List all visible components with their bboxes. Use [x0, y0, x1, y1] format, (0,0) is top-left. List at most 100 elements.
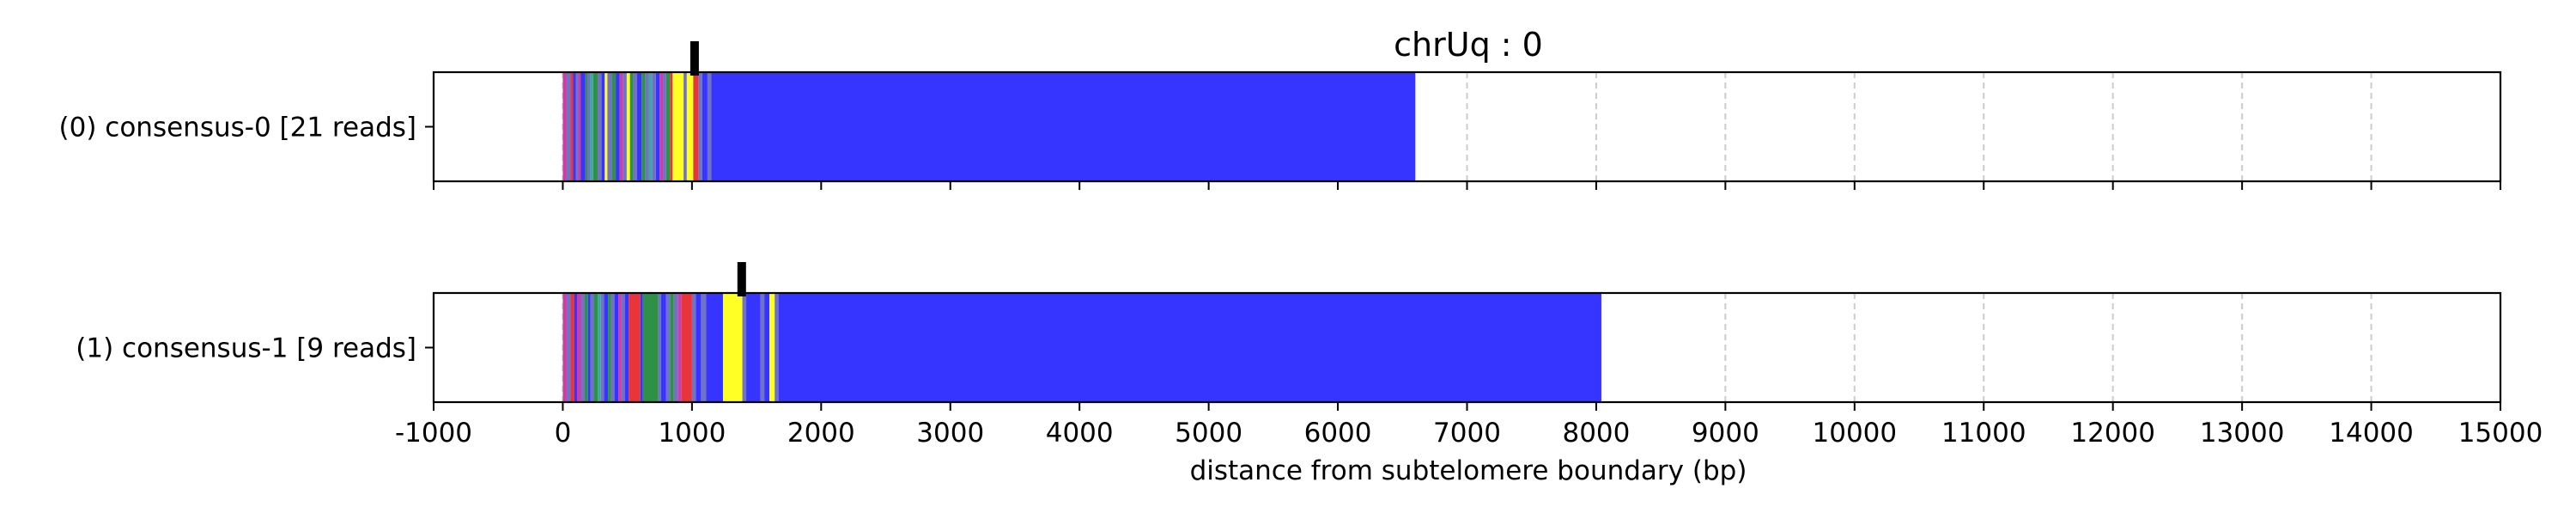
track-segment-slate: [698, 72, 702, 181]
track-segment-green: [608, 293, 611, 402]
track-segment-green: [629, 72, 634, 181]
track-segment-slate: [611, 293, 615, 402]
track-label: (0) consensus-0 [21 reads]: [59, 113, 416, 143]
track-segment-slate: [566, 72, 571, 181]
track-segment-blue: [764, 293, 770, 402]
track-segment-slate: [575, 72, 579, 181]
track-segment-slate: [633, 72, 637, 181]
track-segment-blue: [601, 72, 605, 181]
track-segment-yellow: [605, 72, 608, 181]
x-tick-label: 4000: [1046, 418, 1114, 449]
x-tick-label: 5000: [1175, 418, 1242, 449]
track-panel-0: (0) consensus-0 [21 reads]: [59, 41, 2502, 190]
track-segment-green: [593, 293, 598, 402]
track-segment-slate: [607, 72, 612, 181]
x-tick-label: 15000: [2458, 418, 2543, 449]
track-segment-blue: [587, 293, 591, 402]
track-segment-green: [585, 72, 588, 181]
track-segment-blue: [580, 72, 586, 181]
x-tick-label: 9000: [1692, 418, 1759, 449]
track-segment-magenta: [562, 72, 567, 181]
track-segment-slate: [652, 72, 656, 181]
chart-title: chrUq : 0: [1394, 26, 1543, 64]
track-segment-yellow: [626, 72, 630, 181]
track-segment-blue: [574, 293, 577, 402]
track-segment-blue: [711, 72, 1416, 181]
track-segment-slate: [580, 293, 586, 402]
track-segment-slate: [590, 293, 594, 402]
x-axis-label: distance from subtelomere boundary (bp): [1190, 455, 1747, 486]
track-segment-slate: [658, 293, 661, 402]
track-segment-blue: [640, 293, 643, 402]
x-tick-label: -1000: [395, 418, 472, 449]
track-segment-slate: [683, 72, 687, 181]
track-segment-slate: [691, 293, 696, 402]
track-segment-green: [641, 72, 646, 181]
tracks-layer: (0) consensus-0 [21 reads] (1) consensus-…: [59, 41, 2502, 411]
track-segment-teal: [590, 72, 593, 181]
track-segment-slate: [566, 293, 571, 402]
x-tick-label: 1000: [658, 418, 726, 449]
track-segment-green: [611, 72, 617, 181]
track-segment-yellow: [769, 293, 775, 402]
track-segment-slate: [600, 293, 605, 402]
track-segment-slate: [623, 72, 627, 181]
track-segment-slate: [701, 293, 707, 402]
x-tick-label: 3000: [916, 418, 984, 449]
track-panel-1: (1) consensus-1 [9 reads]: [76, 262, 2502, 411]
track-segment-magenta: [578, 72, 581, 181]
position-marker: [737, 262, 746, 296]
x-tick-label: 11000: [1941, 418, 2026, 449]
track-segment-blue: [746, 293, 761, 402]
track-segment-magenta: [677, 293, 682, 402]
x-tick-label: 0: [555, 418, 572, 449]
track-segment-yellow: [686, 72, 694, 181]
track-segment-slate: [663, 72, 666, 181]
track-segment-red: [681, 293, 692, 402]
track-segment-slate: [645, 72, 649, 181]
track-segment-blue: [636, 72, 642, 181]
track-segment-slate: [760, 293, 765, 402]
x-tick-label: 7000: [1433, 418, 1501, 449]
track-segment-slate: [775, 293, 779, 402]
track-segment-magenta: [576, 293, 581, 402]
x-tick-label: 10000: [1813, 418, 1898, 449]
track-segment-blue: [604, 293, 609, 402]
track-segment-teal: [648, 72, 653, 181]
track-segment-blue: [702, 72, 708, 181]
track-segment-blue: [616, 72, 620, 181]
x-tick-label: 13000: [2200, 418, 2285, 449]
track-segment-slate: [742, 293, 747, 402]
track-segment-green: [670, 293, 674, 402]
track-segment-magenta: [562, 293, 567, 402]
track-segment-blue: [573, 72, 576, 181]
track-segment-blue: [655, 72, 660, 181]
position-marker: [690, 41, 699, 76]
track-segment-slate: [621, 293, 625, 402]
track-segment-red: [693, 72, 699, 181]
x-tick-label: 6000: [1304, 418, 1372, 449]
track-segment-slate: [707, 72, 712, 181]
track-segment-green: [665, 72, 671, 181]
track-segment-red: [570, 293, 574, 402]
track-segment-blue: [706, 293, 723, 402]
track-segment-green: [642, 293, 659, 402]
track-segment-blue: [778, 293, 1601, 402]
track-segment-blue: [614, 293, 619, 402]
x-tick-label: 14000: [2329, 418, 2414, 449]
track-segment-magenta: [659, 72, 664, 181]
x-tick-label: 2000: [787, 418, 855, 449]
track-segment-slate: [673, 293, 678, 402]
track-segment-green: [592, 72, 598, 181]
track-segment-blue: [660, 293, 666, 402]
track-segment-slate: [665, 293, 671, 402]
track-segment-yellow: [722, 293, 743, 402]
track-segment-magenta: [618, 293, 622, 402]
x-tick-label: 12000: [2070, 418, 2155, 449]
track-segment-blue: [696, 293, 702, 402]
track-segment-magenta: [619, 72, 623, 181]
track-segment-yellow: [672, 72, 684, 181]
track-segment-blue: [624, 293, 629, 402]
